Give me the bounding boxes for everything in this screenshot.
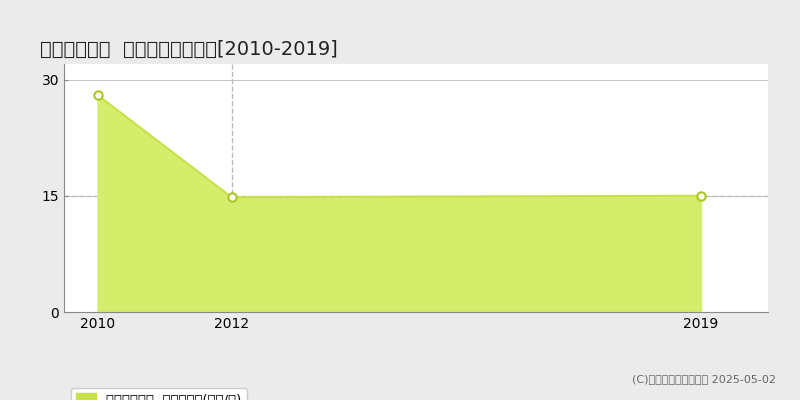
Legend: 収益物件価格  平均坪単価(万円/坪): 収益物件価格 平均坪単価(万円/坪) [70, 388, 246, 400]
Text: 島田市中溝町  収益物件価格推移[2010-2019]: 島田市中溝町 収益物件価格推移[2010-2019] [40, 40, 338, 59]
Text: (C)土地価格ドットコム 2025-05-02: (C)土地価格ドットコム 2025-05-02 [632, 374, 776, 384]
